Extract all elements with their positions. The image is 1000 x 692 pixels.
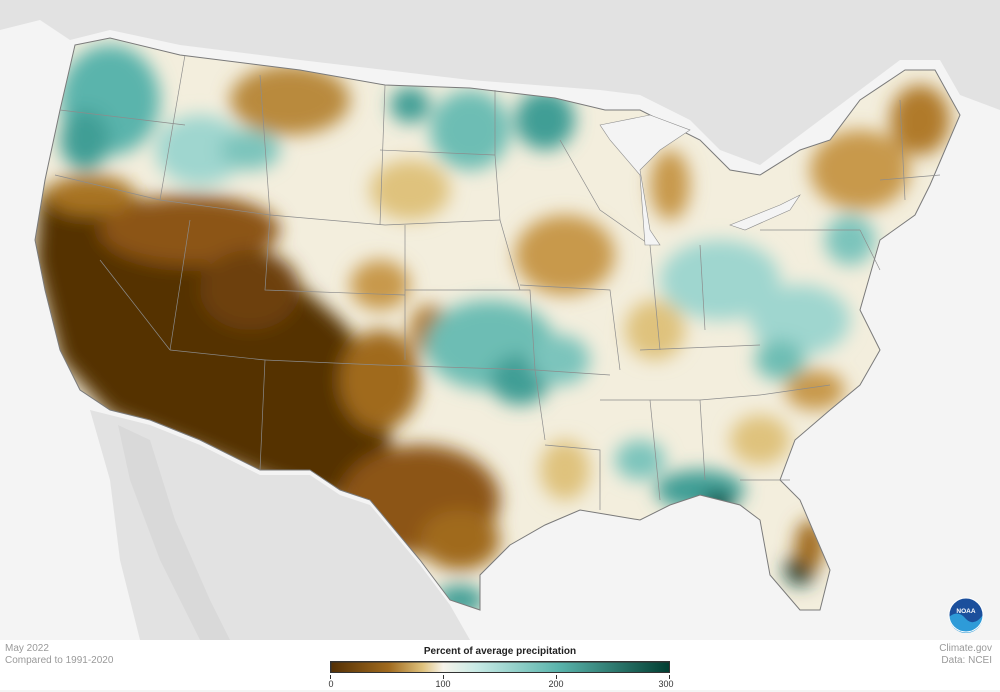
baseline-label: Compared to 1991-2020 [5, 655, 114, 666]
noaa-logo-text: NOAA [956, 608, 975, 615]
legend-color-bar [330, 661, 672, 675]
month-label: May 2022 [5, 643, 49, 654]
credits: Climate.gov Data: NCEI [939, 643, 992, 667]
legend-ticks: 0 100 200 300 [328, 675, 674, 692]
data-source: Data: NCEI [941, 655, 992, 666]
date-caption: May 2022 Compared to 1991-2020 [5, 643, 113, 667]
site-credit[interactable]: Climate.gov [939, 643, 992, 654]
color-legend: Percent of average precipitation 0 100 2… [328, 646, 674, 692]
legend-title: Percent of average precipitation [423, 646, 577, 657]
canada-landmass [0, 0, 1000, 165]
lake-erie [729, 194, 801, 231]
baja-peninsula [118, 425, 230, 640]
footer: May 2022 Compared to 1991-2020 Percent o… [0, 640, 1000, 690]
great-lakes [599, 114, 691, 246]
legend-tick-200: 200 [548, 679, 564, 689]
precipitation-map [0, 0, 1000, 640]
noaa-logo[interactable]: NOAA [948, 597, 984, 634]
state-borders [34, 37, 961, 611]
legend-tick-300: 300 [658, 679, 674, 689]
legend-tick-100: 100 [435, 679, 451, 689]
legend-tick-0: 0 [328, 679, 334, 689]
